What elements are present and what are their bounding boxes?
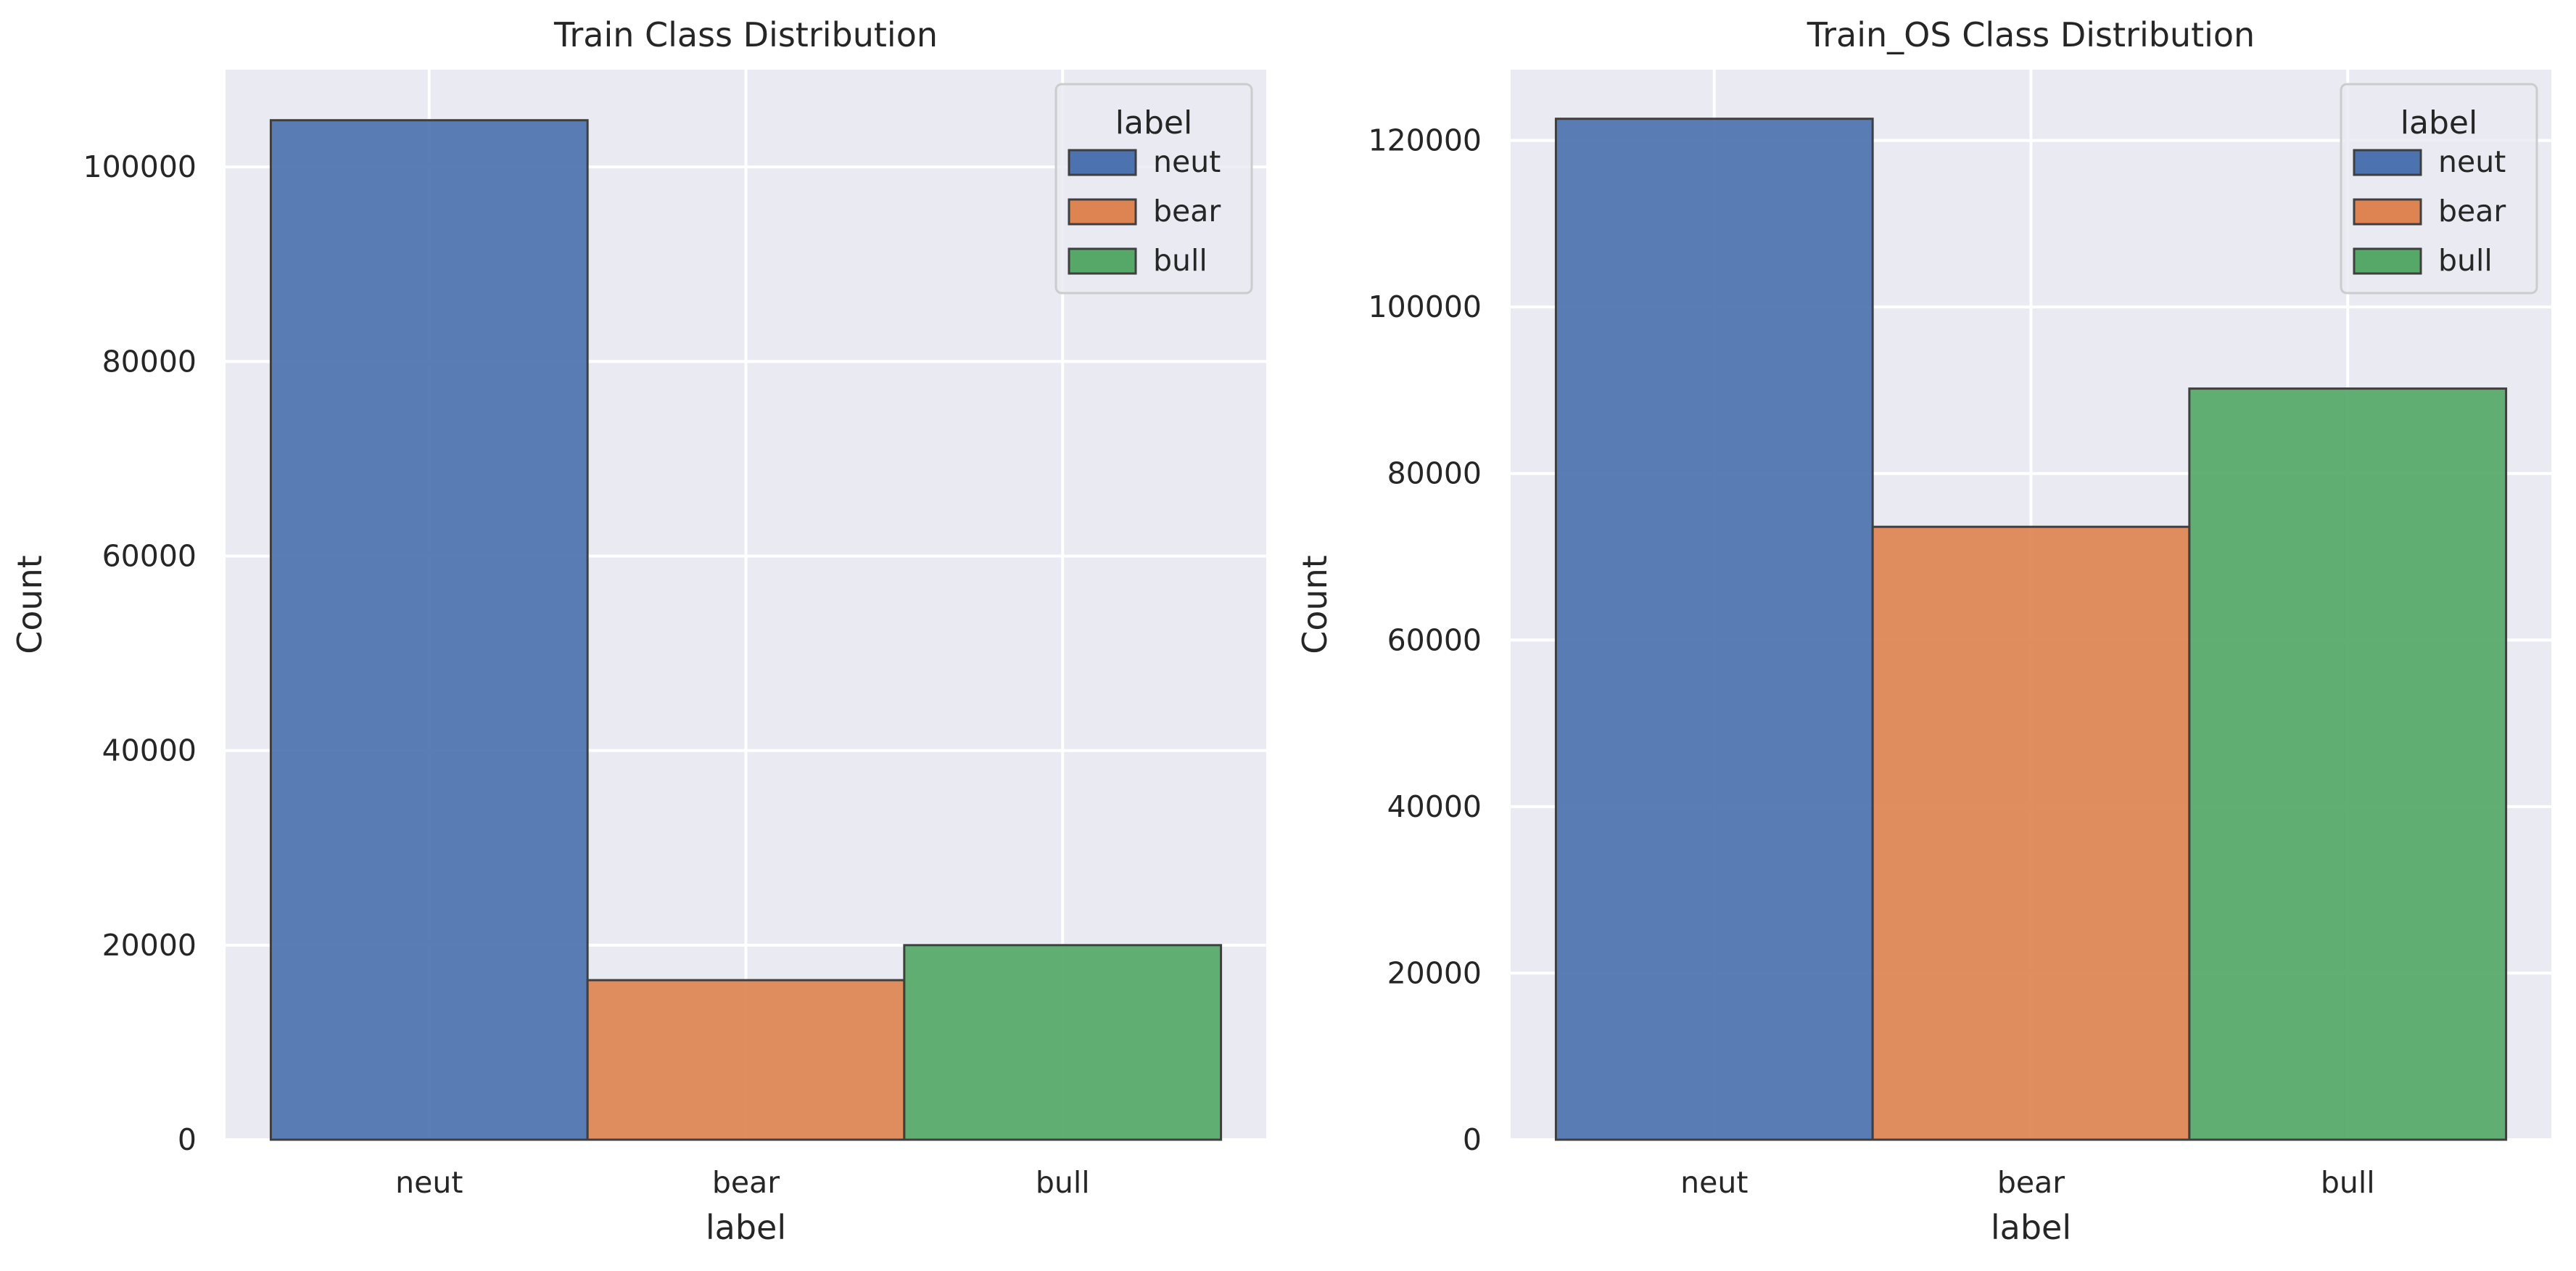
x-axis-label: label xyxy=(706,1208,786,1247)
legend-label-bear: bear xyxy=(2438,194,2506,229)
legend-swatch-bear xyxy=(2353,198,2422,226)
bar-neut xyxy=(1554,118,1874,1141)
bar-bull xyxy=(2188,387,2508,1141)
x-tick-label: bear xyxy=(712,1165,780,1200)
legend-swatch-bull xyxy=(2353,247,2422,275)
legend-label-bear: bear xyxy=(1153,194,1221,229)
chart-title: Train Class Distribution xyxy=(553,15,938,54)
legend-swatch-neut xyxy=(1068,149,1137,176)
x-tick-label: bull xyxy=(2321,1165,2375,1200)
y-tick-label: 0 xyxy=(1463,1122,1482,1157)
bar-bull xyxy=(903,944,1223,1141)
y-tick-label: 60000 xyxy=(102,538,197,573)
bar-bear xyxy=(1871,525,2191,1141)
y-tick-label: 100000 xyxy=(83,149,197,184)
legend-label-neut: neut xyxy=(1153,144,1221,179)
y-tick-label: 100000 xyxy=(1368,289,1482,324)
y-tick-label: 80000 xyxy=(102,344,197,379)
legend-swatch-bull xyxy=(1068,247,1137,275)
y-axis-label: Count xyxy=(1295,555,1334,654)
legend-title: label xyxy=(1115,104,1192,141)
y-axis-label: Count xyxy=(10,555,49,654)
y-tick-label: 60000 xyxy=(1387,622,1482,657)
x-axis-label: label xyxy=(1991,1208,2071,1247)
y-tick-label: 40000 xyxy=(1387,789,1482,824)
train-os-chart-panel: 0 20000 40000 60000 80000 100000 120000 neut bea… xyxy=(1295,15,2551,1247)
y-tick-label: 20000 xyxy=(1387,955,1482,990)
legend-swatch-neut xyxy=(2353,149,2422,176)
legend-title: label xyxy=(2400,104,2477,141)
x-tick-label: bull xyxy=(1036,1165,1090,1200)
x-tick-label: bear xyxy=(1997,1165,2065,1200)
legend-box xyxy=(2340,83,2538,295)
bar-bear xyxy=(586,979,906,1141)
y-tick-label: 40000 xyxy=(102,733,197,768)
y-tick-label: 120000 xyxy=(1368,123,1482,158)
x-tick-label: neut xyxy=(395,1165,463,1200)
legend-label-bull: bull xyxy=(1153,243,1208,278)
x-tick-label: neut xyxy=(1680,1165,1748,1200)
y-tick-label: 0 xyxy=(178,1122,197,1157)
y-tick-label: 80000 xyxy=(1387,456,1482,491)
y-tick-label: 20000 xyxy=(102,928,197,963)
legend-swatch-bear xyxy=(1068,198,1137,226)
bar-neut xyxy=(269,119,589,1141)
chart-title: Train_OS Class Distribution xyxy=(1807,15,2255,54)
legend-label-bull: bull xyxy=(2438,243,2493,278)
legend-box xyxy=(1054,83,1253,295)
legend-label-neut: neut xyxy=(2438,144,2506,179)
